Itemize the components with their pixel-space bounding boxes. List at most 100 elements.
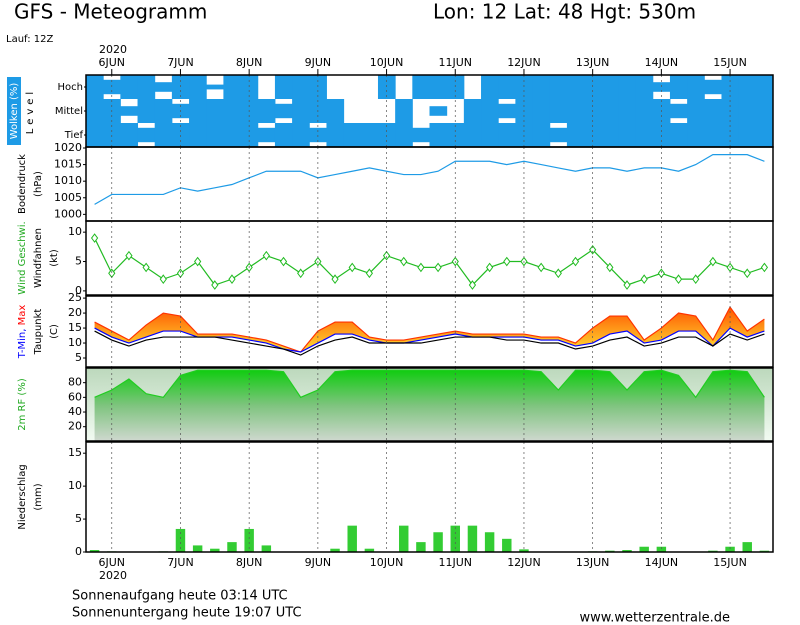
y-tick-label: 10 (68, 225, 82, 238)
cloud-cell (481, 75, 499, 99)
y-axis-label: T-Min, Max (17, 305, 28, 360)
y-axis-label-part: 2m RF (%) (17, 378, 28, 431)
y-tick-label: 5 (75, 512, 82, 525)
cloud-cell (738, 75, 757, 99)
y-tick-label: 5 (75, 351, 82, 364)
panel (94, 147, 765, 221)
y-tick-label: 20 (68, 420, 82, 433)
cloud-cell (223, 99, 242, 123)
cloud-cell (137, 75, 156, 99)
cloud-cell (618, 99, 637, 123)
cloud-cell (738, 99, 757, 123)
series-line (94, 154, 765, 205)
panel-frame (85, 220, 774, 296)
marker (554, 268, 562, 279)
bar (89, 550, 100, 552)
level-label: Tief (64, 130, 84, 141)
y-axis-label-part: Wolken (%) (9, 83, 20, 140)
y-axis-label: Wind Geschwi. (17, 221, 28, 294)
cloud-cell (292, 123, 310, 147)
bar (364, 548, 375, 552)
bar (210, 548, 220, 552)
marker (279, 256, 288, 267)
cloud-cell (687, 99, 705, 123)
marker (400, 256, 408, 267)
label-box (7, 77, 21, 145)
y-axis-label-part: Wind Geschwi. (17, 221, 28, 294)
bar (175, 528, 186, 552)
bar (347, 525, 357, 552)
date-label-top: 7JUN (167, 56, 194, 69)
marker (674, 274, 683, 284)
cloud-cell (566, 123, 585, 147)
y-tick-label: 1010 (54, 174, 82, 187)
y-tick-label: 1020 (54, 141, 82, 154)
date-label-bottom: 14JUN (645, 556, 679, 569)
y-tick-label: 10 (68, 336, 82, 349)
y-tick-label: 40 (68, 405, 82, 418)
cloud-cell (549, 99, 568, 123)
marker (365, 268, 374, 279)
bar (227, 542, 237, 552)
cloud-cell (463, 99, 482, 123)
marker (194, 256, 202, 267)
y-axis-label: (kt) (49, 249, 60, 267)
cloud-cell (618, 123, 637, 147)
cloud-cell (498, 103, 516, 119)
y-axis-label-part: (kt) (49, 249, 60, 267)
bar (502, 538, 512, 552)
panel (90, 221, 769, 295)
cloud-cell (704, 123, 722, 147)
cloud-cell (154, 82, 173, 92)
cloud-cell (223, 75, 242, 99)
cloud-cell (120, 106, 139, 116)
y-axis-label: 2m RF (%) (17, 378, 28, 431)
cloud-cell (395, 123, 413, 147)
cloud-cell (292, 99, 310, 123)
panel-frame (85, 295, 774, 368)
y-axis-label-part: Windfahnen (33, 228, 44, 288)
cloud-cell (223, 123, 242, 147)
cloud-cell (669, 123, 688, 147)
cloud-cell (154, 99, 173, 123)
bar (192, 545, 203, 552)
cloud-cell (738, 123, 757, 147)
sunset: Sonnenuntergang heute 19:07 UTC (72, 606, 302, 621)
marker (382, 250, 391, 261)
date-label-bottom: 7JUN (167, 556, 194, 569)
bar (433, 532, 443, 552)
marker (125, 250, 133, 261)
cloud-cell (635, 99, 654, 123)
cloud-cell (566, 75, 585, 99)
cloud-cell (429, 75, 448, 99)
marker (503, 256, 511, 267)
cloud-cell (704, 79, 722, 95)
level-label: Hoch (58, 82, 83, 93)
y-axis-label: (mm) (33, 483, 44, 510)
marker (468, 280, 477, 290)
cloud-cell (326, 99, 345, 123)
cloud-cell (704, 99, 722, 123)
marker (485, 262, 494, 273)
run: Lauf: 12Z (6, 34, 53, 45)
y-tick-label: 15 (68, 321, 82, 334)
cloud-cell (429, 123, 448, 147)
marker (606, 262, 614, 273)
cloud-cell (257, 99, 276, 123)
date-label-bottom: 13JUN (576, 556, 610, 569)
series-line (94, 305, 765, 353)
y-tick-label: 25 (68, 291, 82, 304)
cloud-cell (206, 123, 224, 147)
cloud-cell (566, 99, 585, 123)
cloud-cell (481, 99, 499, 123)
y-tick-label: 60 (68, 390, 82, 403)
date-label-bottom: 6JUN (98, 556, 125, 569)
area-fill (94, 370, 765, 441)
marker (331, 274, 339, 284)
y-axis-label-part: T-Min, (17, 329, 28, 360)
marker (743, 268, 751, 279)
cloud-cell (755, 75, 773, 99)
marker (262, 250, 270, 261)
bar (484, 532, 495, 552)
bar (416, 542, 426, 552)
